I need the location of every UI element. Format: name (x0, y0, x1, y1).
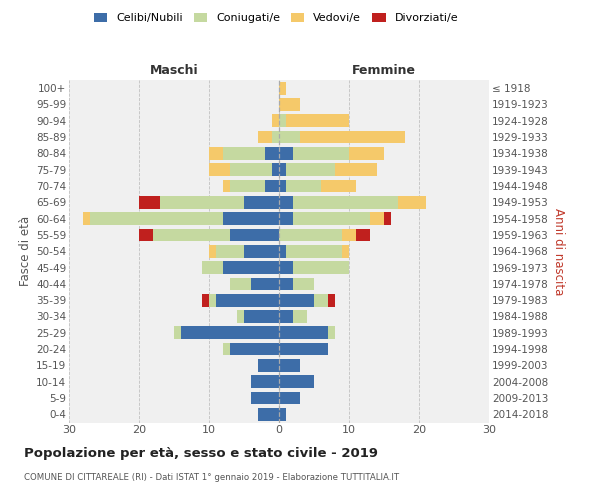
Bar (202, 261, 223, 274)
Bar (223, 342, 230, 355)
Bar (230, 342, 279, 355)
Y-axis label: Anni di nascita: Anni di nascita (552, 208, 565, 295)
Bar (258, 130, 272, 143)
Bar (279, 245, 286, 258)
Bar (286, 245, 342, 258)
Bar (209, 245, 216, 258)
Bar (244, 310, 279, 323)
Bar (223, 147, 265, 160)
Bar (342, 245, 349, 258)
Bar (279, 310, 293, 323)
Bar (342, 228, 356, 241)
Bar (279, 326, 328, 339)
Bar (314, 294, 328, 306)
Bar (230, 164, 272, 176)
Bar (209, 294, 216, 306)
Bar (293, 196, 398, 208)
Bar (279, 82, 286, 94)
Bar (90, 212, 223, 225)
Bar (244, 196, 279, 208)
Bar (349, 147, 384, 160)
Bar (398, 196, 426, 208)
Bar (356, 228, 370, 241)
Bar (286, 114, 349, 127)
Bar (251, 376, 279, 388)
Bar (216, 294, 279, 306)
Bar (223, 180, 230, 192)
Bar (279, 98, 300, 111)
Bar (279, 408, 286, 420)
Bar (328, 326, 335, 339)
Text: Popolazione per età, sesso e stato civile - 2019: Popolazione per età, sesso e stato civil… (24, 448, 378, 460)
Bar (286, 164, 335, 176)
Bar (223, 212, 279, 225)
Bar (279, 278, 293, 290)
Bar (293, 261, 349, 274)
Text: Femmine: Femmine (352, 64, 416, 78)
Bar (293, 147, 349, 160)
Bar (230, 228, 279, 241)
Bar (265, 180, 279, 192)
Bar (230, 278, 251, 290)
Bar (279, 392, 300, 404)
Bar (279, 294, 314, 306)
Bar (293, 278, 314, 290)
Text: Maschi: Maschi (149, 64, 199, 78)
Bar (251, 392, 279, 404)
Bar (321, 180, 356, 192)
Bar (272, 130, 279, 143)
Bar (293, 310, 307, 323)
Bar (223, 261, 279, 274)
Bar (265, 147, 279, 160)
Bar (279, 228, 342, 241)
Bar (258, 359, 279, 372)
Y-axis label: Fasce di età: Fasce di età (19, 216, 32, 286)
Bar (202, 294, 209, 306)
Bar (293, 212, 370, 225)
Bar (258, 408, 279, 420)
Bar (83, 212, 90, 225)
Text: COMUNE DI CITTAREALE (RI) - Dati ISTAT 1° gennaio 2019 - Elaborazione TUTTITALIA: COMUNE DI CITTAREALE (RI) - Dati ISTAT 1… (24, 472, 399, 482)
Bar (335, 164, 377, 176)
Bar (286, 180, 321, 192)
Legend: Celibi/Nubili, Coniugati/e, Vedovi/e, Divorziati/e: Celibi/Nubili, Coniugati/e, Vedovi/e, Di… (89, 8, 463, 28)
Bar (300, 130, 405, 143)
Bar (160, 196, 244, 208)
Bar (384, 212, 391, 225)
Bar (279, 130, 300, 143)
Bar (279, 164, 286, 176)
Bar (244, 245, 279, 258)
Bar (209, 147, 223, 160)
Bar (272, 114, 279, 127)
Bar (251, 278, 279, 290)
Bar (279, 114, 286, 127)
Bar (279, 359, 300, 372)
Bar (181, 326, 279, 339)
Bar (216, 245, 244, 258)
Bar (279, 147, 293, 160)
Bar (370, 212, 384, 225)
Bar (279, 261, 293, 274)
Bar (279, 196, 293, 208)
Bar (139, 228, 153, 241)
Bar (237, 310, 244, 323)
Bar (279, 342, 328, 355)
Bar (279, 376, 314, 388)
Bar (279, 212, 293, 225)
Bar (139, 196, 160, 208)
Bar (153, 228, 230, 241)
Bar (328, 294, 335, 306)
Bar (174, 326, 181, 339)
Bar (272, 164, 279, 176)
Bar (209, 164, 230, 176)
Bar (279, 180, 286, 192)
Bar (230, 180, 265, 192)
